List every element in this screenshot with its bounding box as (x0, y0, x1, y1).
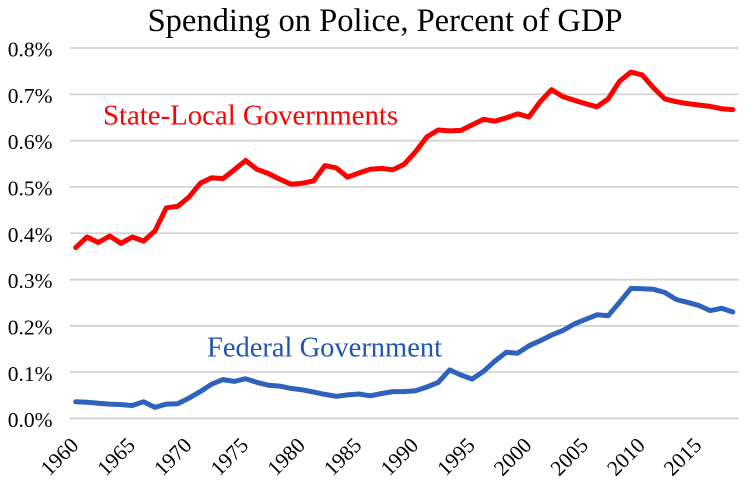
svg-text:0.6%: 0.6% (8, 130, 53, 154)
svg-text:0.1%: 0.1% (8, 362, 53, 386)
svg-text:0.3%: 0.3% (8, 269, 53, 293)
svg-text:0.7%: 0.7% (8, 84, 53, 108)
svg-text:Federal Government: Federal Government (207, 333, 442, 364)
svg-text:0.5%: 0.5% (8, 177, 53, 201)
svg-text:0.8%: 0.8% (8, 38, 53, 62)
svg-text:Spending on Police, Percent of: Spending on Police, Percent of GDP (148, 3, 623, 39)
svg-text:0.0%: 0.0% (8, 408, 53, 432)
svg-text:State-Local Governments: State-Local Governments (103, 100, 398, 132)
svg-text:0.4%: 0.4% (8, 223, 53, 247)
svg-text:0.2%: 0.2% (8, 316, 53, 340)
